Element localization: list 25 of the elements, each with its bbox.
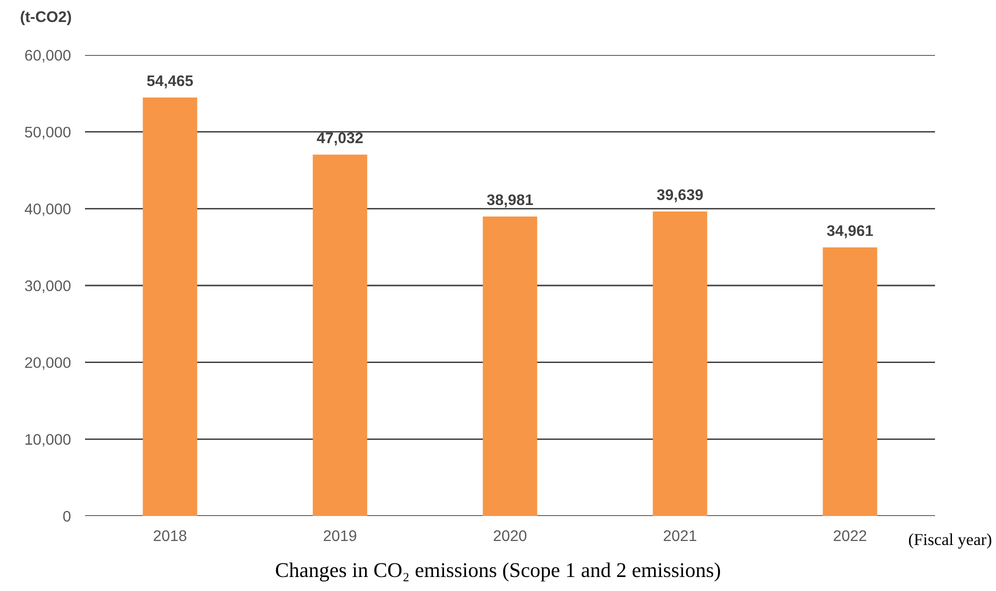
data-label: 54,465 [147, 75, 193, 88]
y-tick-label: 20,000 [25, 357, 71, 370]
y-tick-label: 50,000 [25, 126, 71, 140]
data-label: 38,981 [486, 194, 533, 208]
bar [312, 154, 368, 516]
x-tick-label: 2019 [324, 530, 356, 542]
y-tick-label: 40,000 [24, 204, 71, 216]
bar [822, 247, 878, 516]
x-tick-label: 2018 [154, 530, 186, 542]
bar [652, 211, 708, 516]
x-tick-label: 2022 [834, 530, 866, 542]
y-tick-label: 0 [63, 510, 71, 522]
data-label: 34,961 [826, 225, 873, 238]
bar [482, 216, 538, 516]
x-tick-label: 2020 [494, 530, 526, 542]
y-tick-label: 60,000 [25, 50, 71, 62]
bar [142, 98, 198, 516]
data-label: 47,032 [316, 132, 363, 146]
text: Changes in CO₂ emissions (Scope 1 and 2 emissions) [276, 562, 720, 582]
x-axis-title: (Fiscal year) [908, 533, 992, 549]
y-tick-label: 30,000 [24, 280, 71, 293]
y-axis-title: (t-CO2) [20, 10, 72, 26]
y-tick-label: 10,000 [26, 434, 71, 447]
x-tick-label: 2021 [664, 530, 696, 542]
data-label: 39,639 [656, 189, 703, 202]
